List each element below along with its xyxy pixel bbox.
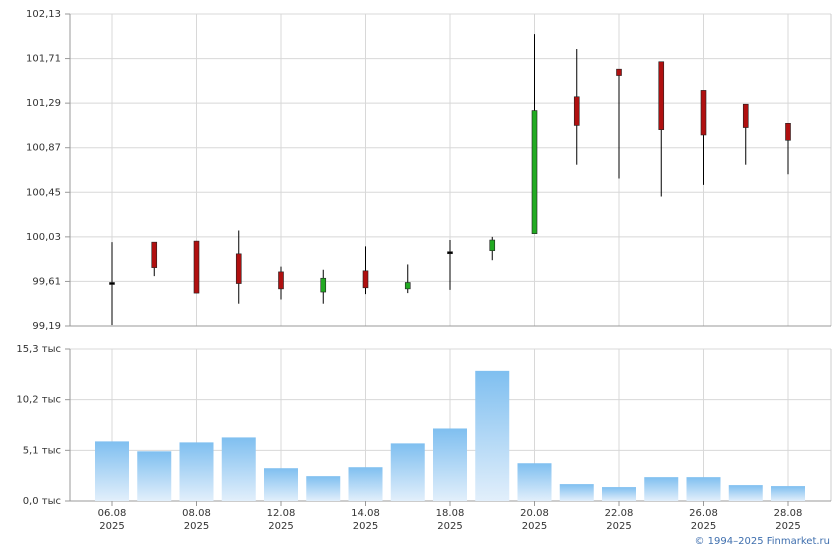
y-tick-label: 101,29 bbox=[26, 98, 61, 109]
x-tick-label: 20.08 2025 bbox=[520, 508, 549, 532]
candle-body bbox=[489, 239, 496, 251]
y-tick-label: 5,1 тыс bbox=[23, 445, 61, 456]
volume-bar bbox=[306, 476, 341, 501]
candle-body bbox=[742, 103, 749, 128]
x-tick-label: 08.08 2025 bbox=[182, 508, 211, 532]
candle-body bbox=[404, 282, 411, 290]
volume-bar bbox=[771, 486, 805, 501]
x-tick-label: 14.08 2025 bbox=[351, 508, 380, 532]
candle-body bbox=[616, 68, 622, 76]
candle-body bbox=[700, 90, 707, 136]
volume-bar bbox=[348, 467, 383, 501]
candle-body bbox=[573, 96, 580, 126]
y-tick-label: 0,0 тыс bbox=[23, 496, 61, 507]
y-tick-label: 99,61 bbox=[32, 276, 61, 287]
x-tick-label: 28.08 2025 bbox=[773, 508, 803, 532]
y-tick-label: 102,13 bbox=[26, 9, 61, 20]
y-tick-label: 100,45 bbox=[26, 187, 61, 198]
y-tick-label: 100,03 bbox=[26, 232, 61, 243]
x-tick-label: 06.08 2025 bbox=[97, 508, 127, 532]
volume-bar bbox=[686, 477, 721, 501]
volume-bar bbox=[137, 451, 172, 501]
y-tick-label: 99,19 bbox=[32, 321, 61, 332]
volume-bar bbox=[221, 437, 256, 501]
y-tick-label: 101,71 bbox=[26, 54, 61, 65]
y-tick-label: 10,2 тыс bbox=[16, 395, 61, 406]
volume-bar bbox=[390, 443, 425, 501]
candle-body bbox=[785, 123, 791, 141]
candle-body bbox=[193, 240, 200, 294]
candle-body bbox=[320, 277, 327, 293]
x-tick-label: 26.08 2025 bbox=[689, 508, 718, 532]
candle-body bbox=[447, 251, 453, 255]
volume-bar bbox=[728, 485, 763, 501]
candle-body bbox=[109, 282, 115, 285]
candle-body bbox=[235, 253, 242, 284]
volume-bar bbox=[602, 487, 636, 501]
candle-body bbox=[362, 270, 369, 289]
volume-bar bbox=[95, 441, 129, 501]
x-tick-label: 18.08 2025 bbox=[435, 508, 465, 532]
candle-body bbox=[278, 271, 284, 290]
y-tick-label: 15,3 тыс bbox=[16, 344, 61, 355]
volume-bar bbox=[179, 442, 214, 501]
candle-body bbox=[531, 110, 538, 234]
candle-body bbox=[151, 241, 158, 268]
x-tick-label: 12.08 2025 bbox=[266, 508, 296, 532]
volume-bar bbox=[264, 468, 298, 501]
x-tick-label: 22.08 2025 bbox=[604, 508, 634, 532]
volume-bar bbox=[433, 428, 467, 501]
volume-bar bbox=[559, 484, 594, 501]
y-tick-label: 100,87 bbox=[26, 143, 61, 154]
volume-bar bbox=[475, 370, 510, 501]
footer[interactable]: © 1994–2025 Finmarket.ru bbox=[694, 536, 830, 547]
volume-bar bbox=[644, 477, 679, 501]
candle-body bbox=[658, 61, 665, 130]
volume-bar bbox=[517, 463, 552, 501]
